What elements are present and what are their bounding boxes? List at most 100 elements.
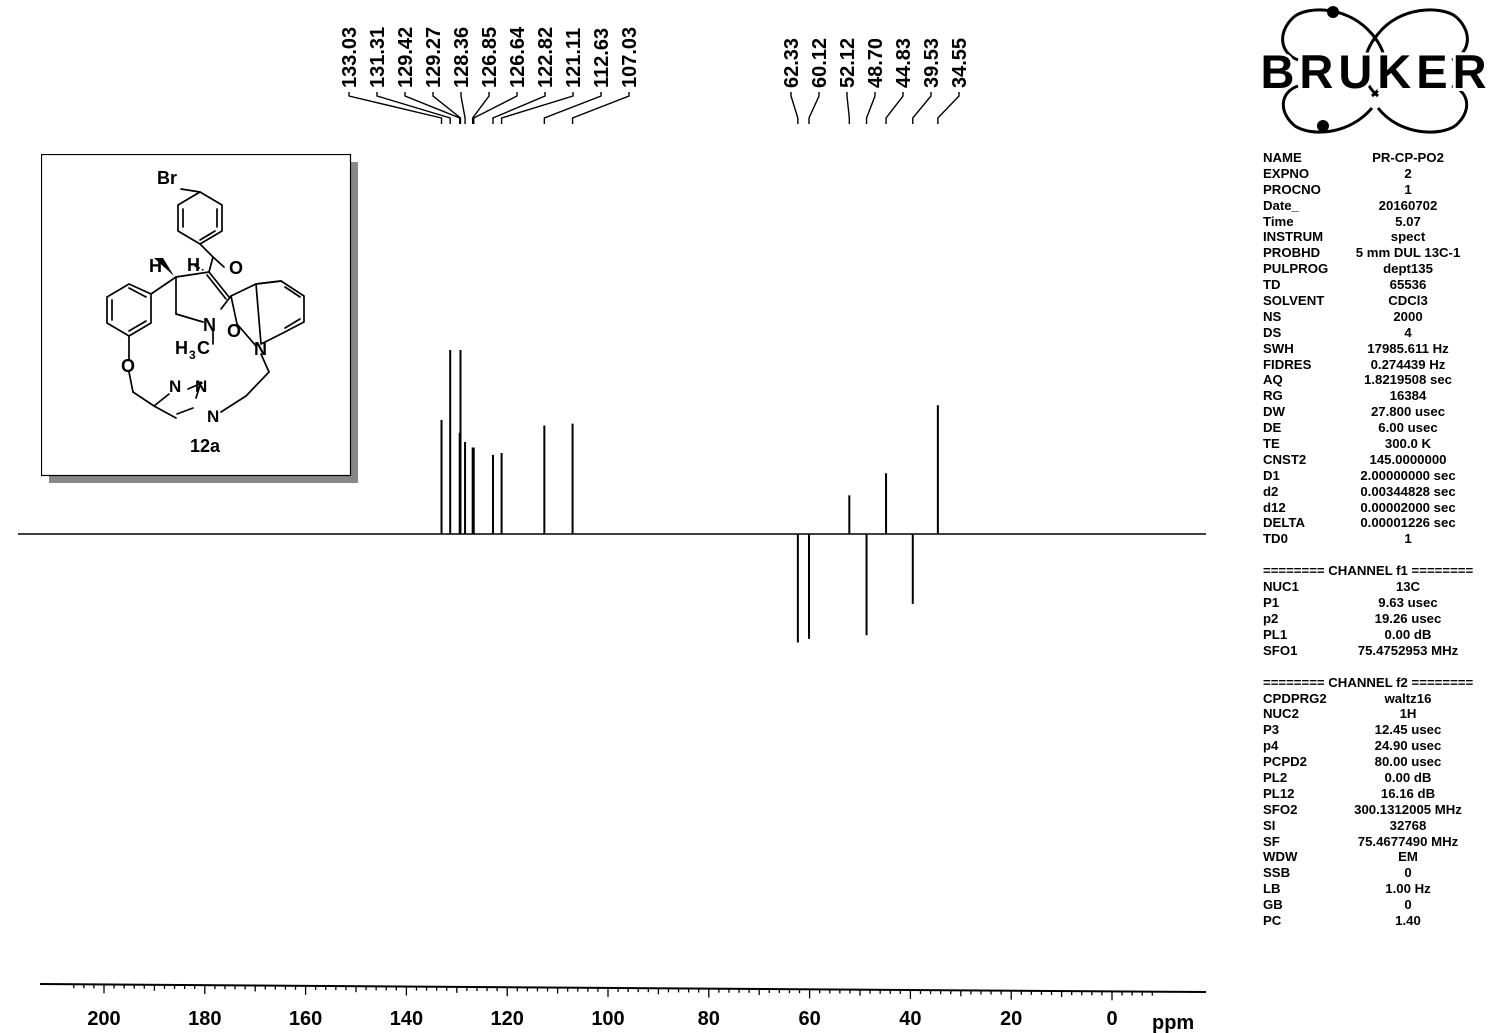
atom-o-carbonyl: O bbox=[229, 258, 243, 278]
peak-connector bbox=[348, 92, 443, 124]
peak-group bbox=[440, 350, 939, 643]
param-value: 300.1312005 MHz bbox=[1354, 801, 1462, 817]
param-row-pl12: PL12 16.16 dB bbox=[1263, 786, 1512, 802]
param-row-ns: NS 2000 bbox=[1263, 309, 1512, 325]
param-row-d12: d12 0.00002000 sec bbox=[1263, 500, 1512, 516]
param-value: 16384 bbox=[1389, 388, 1427, 404]
param-row-instrum: INSTRUM spect bbox=[1263, 229, 1512, 245]
param-value: 0 bbox=[1404, 897, 1412, 913]
param-row-de: DE 6.00 usec bbox=[1263, 420, 1512, 436]
param-row-pl2: PL2 0.00 dB bbox=[1263, 770, 1512, 786]
param-key: NUC1 bbox=[1263, 579, 1299, 595]
param-key: d12 bbox=[1263, 499, 1286, 515]
param-key: NAME bbox=[1263, 150, 1302, 165]
param-value: 0.00002000 sec bbox=[1360, 499, 1456, 515]
param-value: 1H bbox=[1399, 706, 1417, 722]
param-value: 19.26 usec bbox=[1374, 610, 1442, 626]
param-value: 9.63 usec bbox=[1378, 595, 1438, 611]
peak-label: 60.12 bbox=[809, 38, 831, 88]
peak-label: 39.53 bbox=[921, 38, 943, 88]
param-key: d2 bbox=[1263, 483, 1279, 499]
param-row-pulprog: PULPROG dept135 bbox=[1263, 261, 1512, 277]
param-key: SI bbox=[1263, 817, 1276, 833]
param-value: 0 bbox=[1404, 865, 1412, 881]
x-tick-label: 100 bbox=[591, 1008, 624, 1030]
param-row-pl1: PL1 0.00 dB bbox=[1263, 627, 1512, 643]
param-value: 32768 bbox=[1389, 817, 1427, 833]
peak-label: 112.63 bbox=[591, 28, 613, 88]
param-value: 0.00344828 sec bbox=[1360, 483, 1456, 499]
peak-label: 107.03 bbox=[619, 27, 641, 88]
atom-h2: H bbox=[187, 255, 200, 275]
peak-connector bbox=[473, 92, 518, 124]
param-value: 4 bbox=[1404, 324, 1412, 340]
param-row-fidres: FIDRES 0.274439 Hz bbox=[1263, 357, 1512, 373]
param-row-name: NAME PR-CP-PO2 bbox=[1263, 150, 1512, 166]
param-row-pc: PC 1.40 bbox=[1263, 913, 1512, 929]
methyl-sub: 3 bbox=[189, 348, 196, 362]
param-value: EM bbox=[1398, 849, 1418, 865]
param-value: 145.0000000 bbox=[1369, 451, 1447, 467]
param-value: 12.45 usec bbox=[1374, 722, 1442, 738]
param-value: 5 mm DUL 13C-1 bbox=[1355, 245, 1461, 261]
peak-label: 133.03 bbox=[339, 27, 361, 88]
x-tick-label: 0 bbox=[1106, 1008, 1117, 1030]
methyl-h: H bbox=[175, 338, 188, 358]
param-row-gb: GB 0 bbox=[1263, 897, 1512, 913]
x-axis-label: ppm bbox=[1152, 1012, 1194, 1033]
peak-connector bbox=[376, 92, 451, 124]
param-value: 1.00 Hz bbox=[1385, 881, 1431, 897]
param-row-lb: LB 1.00 Hz bbox=[1263, 881, 1512, 897]
param-value: 13C bbox=[1395, 579, 1421, 595]
param-row-si: SI 32768 bbox=[1263, 818, 1512, 834]
param-key: SF bbox=[1263, 833, 1280, 849]
channel-f2-header: ======== CHANNEL f2 ======== bbox=[1263, 674, 1474, 690]
x-tick-label: 140 bbox=[390, 1008, 423, 1030]
param-key: DELTA bbox=[1263, 515, 1305, 531]
atom-o-ether: O bbox=[121, 356, 135, 376]
param-row-sf: SF 75.4677490 MHz bbox=[1263, 834, 1512, 850]
peak-connector bbox=[846, 92, 851, 124]
param-row-p4: p4 24.90 usec bbox=[1263, 738, 1512, 754]
peak-label: 126.64 bbox=[507, 26, 529, 88]
peak-connector bbox=[432, 92, 462, 124]
param-row-pcpd2: PCPD2 80.00 usec bbox=[1263, 754, 1512, 770]
atom-n3: N bbox=[207, 407, 219, 426]
logo-text: BRUKER bbox=[1260, 45, 1491, 98]
param-key: TE bbox=[1263, 436, 1280, 452]
param-row-td: TD 65536 bbox=[1263, 277, 1512, 293]
param-key: RG bbox=[1263, 388, 1283, 404]
param-value: PR-CP-PO2 bbox=[1372, 150, 1444, 165]
x-tick-label: 80 bbox=[698, 1008, 720, 1030]
param-key: PROCNO bbox=[1263, 181, 1321, 197]
x-tick-label: 40 bbox=[899, 1008, 921, 1030]
param-value: 27.800 usec bbox=[1370, 404, 1446, 420]
param-key: AQ bbox=[1263, 372, 1283, 388]
peak-label: 131.31 bbox=[367, 27, 389, 88]
atom-h1: H bbox=[149, 256, 162, 276]
param-key: PL12 bbox=[1263, 785, 1295, 801]
peak-connector bbox=[460, 92, 466, 124]
param-key: SOLVENT bbox=[1263, 293, 1325, 309]
param-key: CPDPRG2 bbox=[1263, 690, 1327, 706]
param-row-delta: DELTA 0.00001226 sec bbox=[1263, 515, 1512, 531]
peak-label-group: 133.03 131.31 129.42 129.27 128.36 126.85 126.… bbox=[339, 26, 971, 88]
param-value: 24.90 usec bbox=[1374, 738, 1442, 754]
peak-label: 128.36 bbox=[451, 27, 473, 88]
peak-label: 52.12 bbox=[837, 38, 859, 88]
param-value: 2.00000000 sec bbox=[1360, 467, 1456, 483]
param-key: PL2 bbox=[1263, 769, 1288, 785]
param-row-nuc1: NUC1 13C bbox=[1263, 579, 1512, 595]
peak-connector bbox=[492, 92, 546, 124]
peak-connector bbox=[404, 92, 461, 124]
param-group-channel-f2: CPDPRG2 waltz16 NUC2 1H P3 12.45 usec p4 24.90 … bbox=[1263, 691, 1512, 929]
param-key: EXPNO bbox=[1263, 165, 1310, 181]
param-row-rg: RG 16384 bbox=[1263, 388, 1512, 404]
param-row-p2: p2 19.26 usec bbox=[1263, 611, 1512, 627]
param-key: SWH bbox=[1263, 340, 1294, 356]
param-key: Time bbox=[1263, 213, 1294, 229]
param-key: PCPD2 bbox=[1263, 754, 1307, 770]
param-value: 1.8219508 sec bbox=[1363, 372, 1452, 388]
param-key: D1 bbox=[1263, 467, 1280, 483]
x-tick-label: 120 bbox=[491, 1008, 524, 1030]
